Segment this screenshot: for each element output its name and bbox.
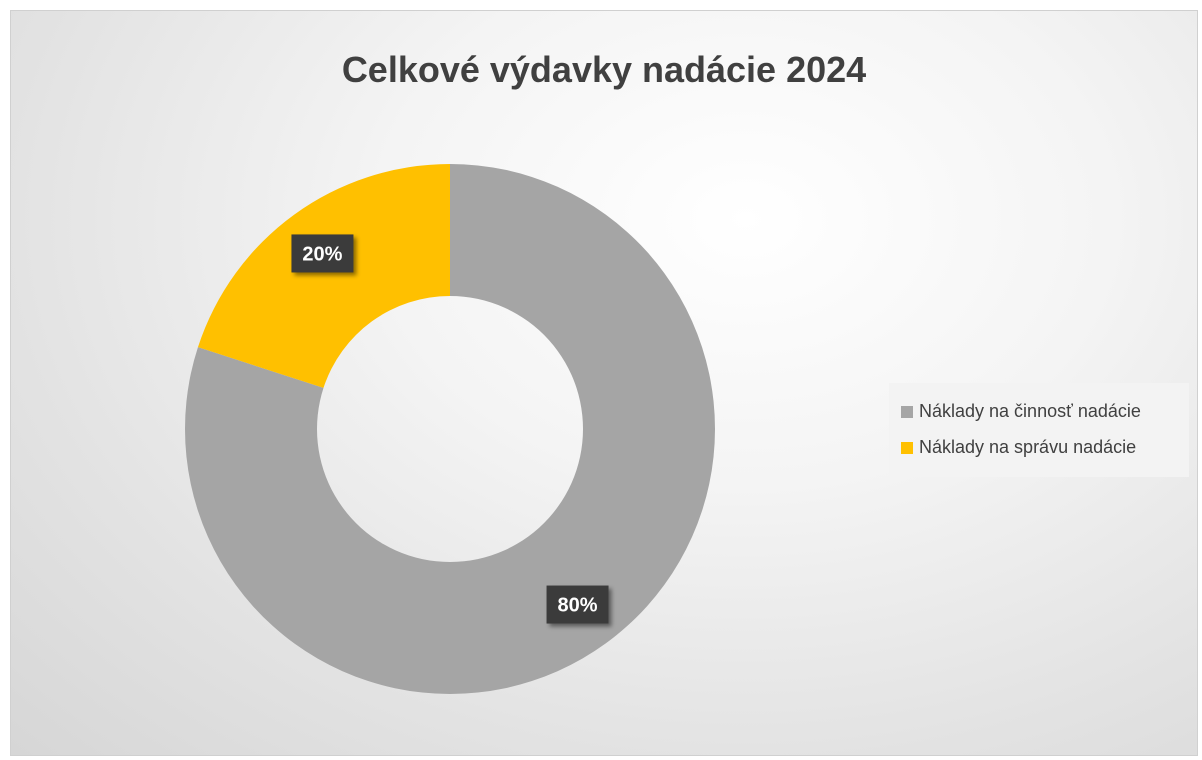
chart-title: Celkové výdavky nadácie 2024 [341,49,867,90]
legend-item: Náklady na činnosť nadácie [901,401,1141,422]
legend-label: Náklady na správu nadácie [919,437,1137,457]
data-label-box [291,234,354,273]
legend-item: Náklady na správu nadácie [901,437,1136,458]
legend-swatch [901,441,913,454]
doughnut-chart: 80% 20% [185,164,716,694]
data-label: 80% [546,585,609,624]
data-label-text: 80% [558,595,598,617]
doughnut-slice [197,164,450,388]
doughnut-slice [185,164,716,694]
chart-area: Celkové výdavky nadácie 2024 80% 20% Nákl… [10,10,1198,756]
legend-label: Náklady na činnosť nadácie [919,401,1141,421]
legend-swatch [901,405,913,418]
data-label-box [546,585,609,624]
legend: Náklady na činnosť nadácie Náklady na sp… [889,383,1189,477]
data-label: 20% [291,234,354,273]
data-label-text: 20% [302,243,342,265]
